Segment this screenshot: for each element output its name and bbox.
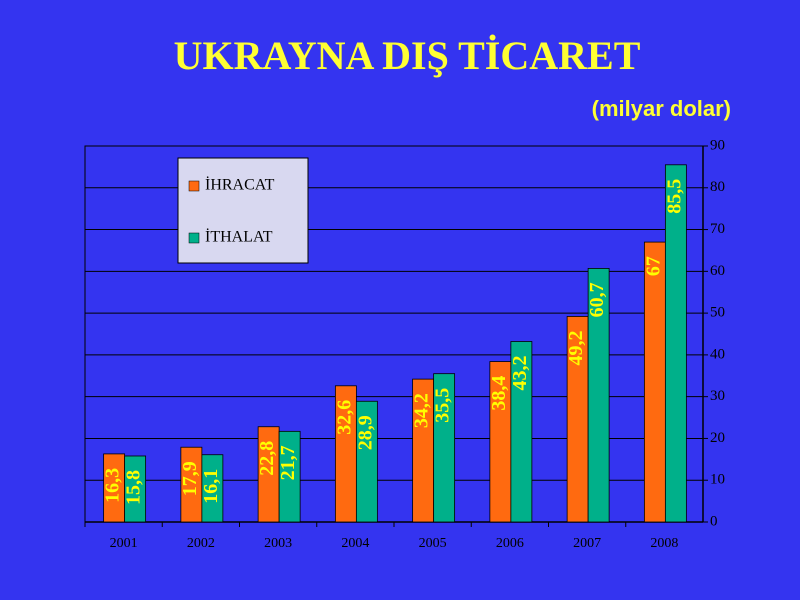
value-label: 85,5: [663, 179, 685, 214]
x-tick-label: 2007: [573, 536, 601, 551]
bar: [278, 430, 301, 523]
legend-label: İTHALAT: [205, 228, 273, 246]
y-tick-label: 20: [710, 430, 725, 446]
x-tick-label: 2006: [496, 536, 524, 551]
legend-swatch: [188, 180, 200, 192]
bar: [643, 241, 666, 523]
x-tick-label: 2001: [110, 536, 138, 551]
value-label: 34,2: [411, 393, 433, 428]
value-label: 67: [642, 256, 664, 276]
x-tick-label: 2002: [187, 536, 215, 551]
chart-subtitle: (milyar dolar): [592, 96, 731, 121]
y-tick-label: 30: [710, 388, 725, 404]
y-tick-label: 80: [710, 179, 725, 195]
y-tick-label: 10: [710, 472, 725, 488]
legend-label: İHRACAT: [205, 176, 275, 194]
value-label: 49,2: [565, 330, 587, 365]
y-tick-label: 50: [710, 305, 725, 321]
y-tick-label: 70: [710, 221, 725, 237]
bar: [664, 164, 687, 523]
x-tick-label: 2005: [419, 536, 447, 551]
bar: [201, 454, 224, 523]
value-label: 21,7: [277, 445, 299, 480]
y-tick-label: 60: [710, 263, 725, 279]
legend-swatch: [188, 232, 200, 244]
y-tick-label: 90: [710, 137, 725, 153]
x-tick-label: 2004: [341, 536, 369, 551]
chart-title: UKRAYNA DIŞ TİCARET: [174, 33, 641, 78]
value-label: 16,3: [102, 468, 124, 503]
x-tick-label: 2003: [264, 536, 292, 551]
legend-box: [177, 157, 309, 264]
value-label: 32,6: [333, 400, 355, 435]
value-label: 17,9: [179, 461, 201, 496]
value-label: 60,7: [586, 282, 608, 317]
value-label: 38,4: [488, 376, 510, 411]
bar: [587, 268, 610, 523]
bar: [510, 341, 533, 523]
bar: [124, 455, 147, 523]
y-tick-label: 40: [710, 346, 725, 362]
value-label: 22,8: [256, 441, 278, 476]
value-label: 35,5: [432, 388, 454, 423]
x-tick-label: 2008: [650, 536, 678, 551]
value-label: 43,2: [509, 356, 531, 391]
y-tick-label: 0: [710, 513, 718, 529]
bar: [355, 400, 378, 523]
value-label: 16,1: [200, 469, 222, 504]
bar: [433, 373, 456, 523]
value-label: 28,9: [354, 415, 376, 450]
value-label: 15,8: [123, 470, 145, 505]
